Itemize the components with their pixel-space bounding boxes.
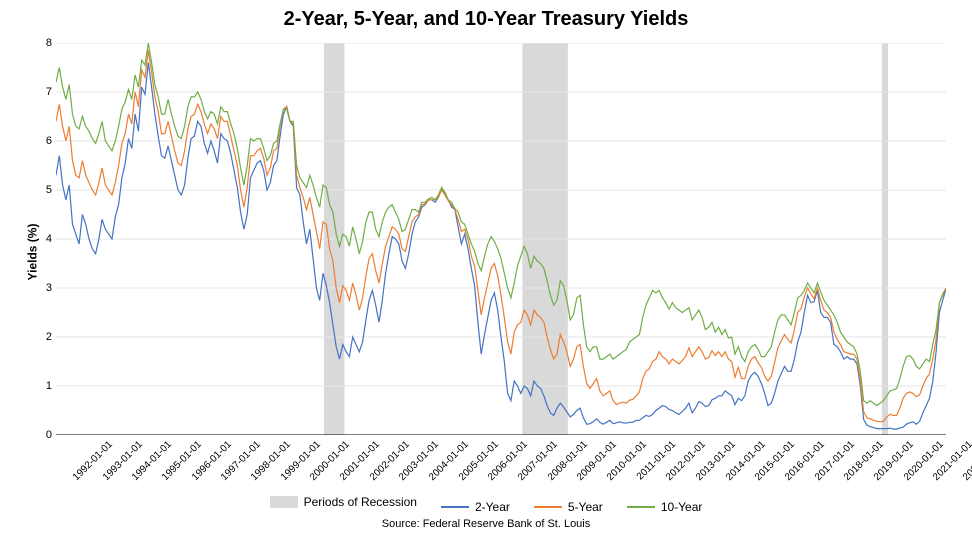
series-line	[56, 63, 946, 430]
legend-item: Periods of Recession	[270, 495, 417, 509]
chart-area: Yields (%) 012345678	[0, 37, 972, 467]
y-tick-label: 2	[36, 331, 52, 343]
legend-label: 2-Year	[475, 500, 510, 514]
y-tick-label: 5	[36, 184, 52, 196]
legend-label: 10-Year	[661, 500, 703, 514]
chart-title: 2-Year, 5-Year, and 10-Year Treasury Yie…	[0, 0, 972, 37]
y-tick-label: 0	[36, 429, 52, 441]
y-axis-ticks: 012345678	[36, 43, 54, 435]
legend-swatch-box	[270, 496, 298, 508]
legend-item: 2-Year	[441, 500, 510, 514]
legend-swatch-line	[627, 506, 655, 508]
legend-item: 5-Year	[534, 500, 603, 514]
y-tick-label: 6	[36, 135, 52, 147]
legend-swatch-line	[441, 506, 469, 508]
y-tick-label: 1	[36, 380, 52, 392]
legend-label: Periods of Recession	[304, 495, 417, 509]
y-tick-label: 3	[36, 282, 52, 294]
legend-label: 5-Year	[568, 500, 603, 514]
series-line	[56, 43, 946, 406]
legend-swatch-line	[534, 506, 562, 508]
plot-svg	[56, 43, 946, 435]
legend: Periods of Recession 2-Year 5-Year 10-Year	[0, 495, 972, 514]
source-line: Source: Federal Reserve Bank of St. Loui…	[0, 518, 972, 530]
series-line	[56, 50, 946, 421]
plot-area	[56, 43, 946, 435]
y-tick-label: 7	[36, 86, 52, 98]
y-tick-label: 8	[36, 37, 52, 49]
legend-item: 10-Year	[627, 500, 703, 514]
chart-container: 2-Year, 5-Year, and 10-Year Treasury Yie…	[0, 0, 972, 539]
y-tick-label: 4	[36, 233, 52, 245]
